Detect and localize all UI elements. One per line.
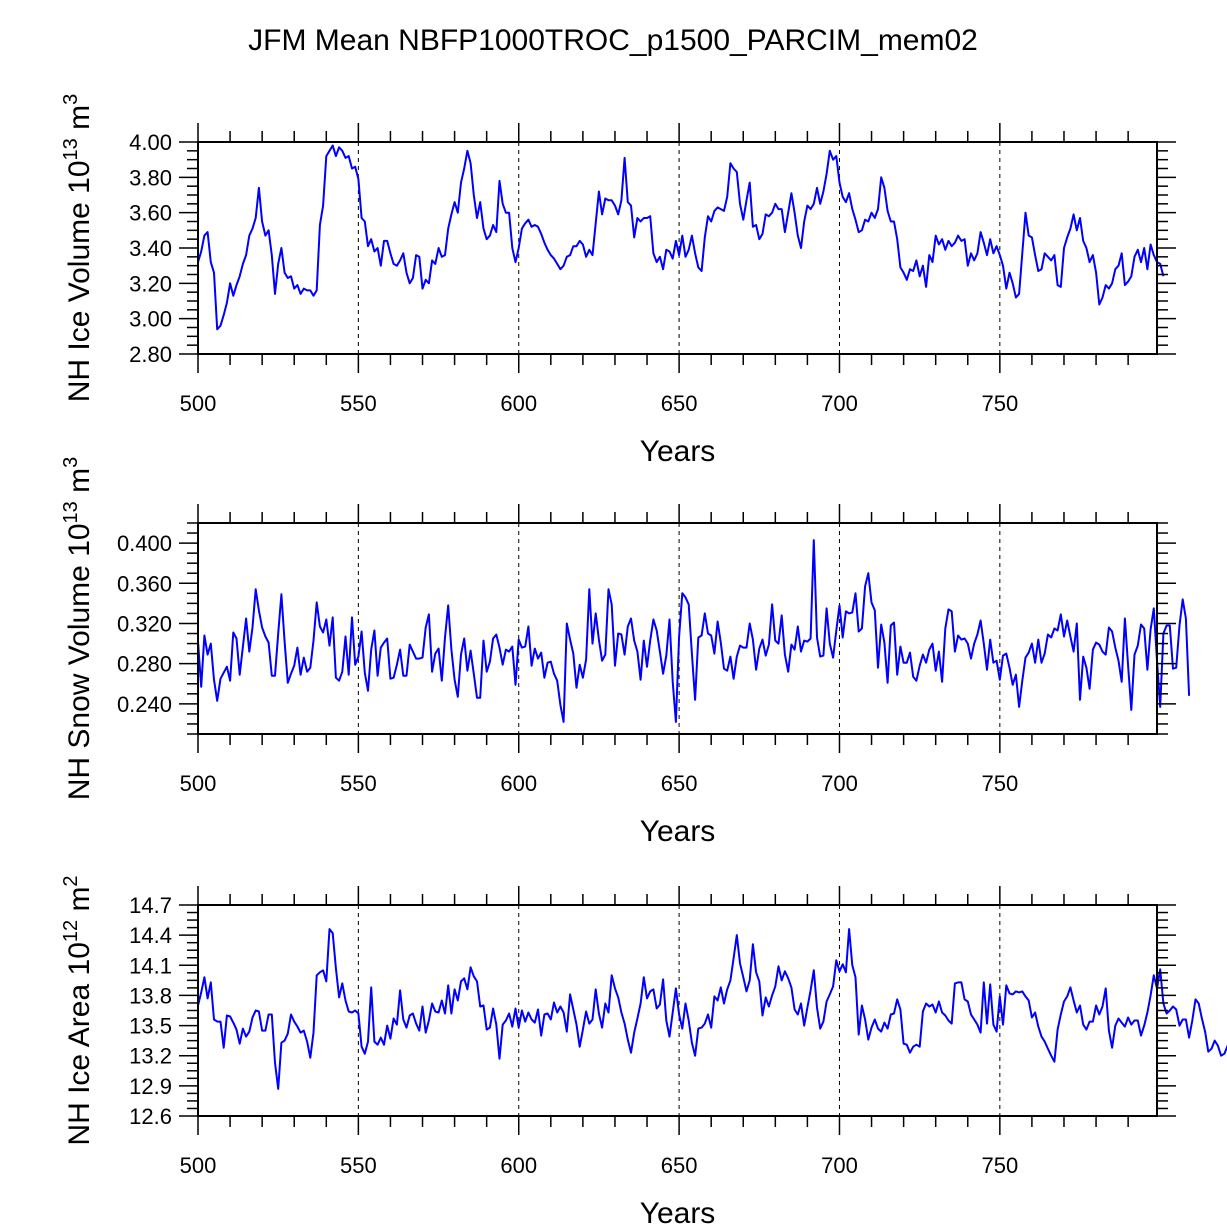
x-tick-label: 700 [821,391,858,416]
series-line-ice-volume [197,144,1165,331]
y-tick-label: 3.00 [129,307,172,332]
x-tick-label: 700 [821,1153,858,1178]
figure-title: JFM Mean NBFP1000TROC_p1500_PARCIM_mem02 [248,24,978,57]
y-tick-label: 0.400 [117,531,172,556]
panels: 500 550 600 650 700 750 2.80 3.00 3.20 3.40 3.60 3.… [60,94,1227,1229]
x-tick-label: 500 [180,1153,217,1178]
y-tick-label: 3.80 [129,165,172,190]
x-tick-label: 700 [821,771,858,796]
y-tick-label: 12.9 [129,1074,172,1099]
y-tick-label: 14.1 [129,953,172,978]
y-tick-label: 0.280 [117,652,172,677]
x-tick-label: 650 [661,771,698,796]
y-tick-label: 3.60 [129,201,172,226]
y-axis-label: NH Ice Area 1012 m2 [60,875,96,1145]
y-tick-label: 12.6 [129,1104,172,1129]
y-axis-label: NH Snow Volume 1013 m3 [60,457,96,801]
x-tick-label: 750 [981,391,1018,416]
y-tick-label: 14.4 [129,923,172,948]
y-axis-label: NH Ice Volume 1013 m3 [60,94,96,403]
y-tick-label: 4.00 [129,130,172,155]
y-tick-label: 13.5 [129,1014,172,1039]
y-tick-label: 13.8 [129,983,172,1008]
y-tick-label: 3.40 [129,236,172,261]
x-tick-label: 600 [500,391,537,416]
series-line-snow-volume [197,539,1191,723]
x-tick-label: 650 [661,391,698,416]
y-tick-label: 14.7 [129,893,172,918]
series-line-ice-area [197,928,1227,1090]
chart-panel-ice-volume: 500 550 600 650 700 750 2.80 3.00 3.20 3.40 3.60 3.… [60,94,1176,468]
y-tick-label: 0.360 [117,571,172,596]
x-tick-label: 750 [981,1153,1018,1178]
x-axis-label: Years [640,435,716,468]
y-tick-label: 2.80 [129,342,172,367]
x-tick-label: 600 [500,1153,537,1178]
x-tick-label: 550 [340,771,377,796]
x-tick-label: 500 [180,771,217,796]
x-axis-label: Years [640,1197,716,1229]
y-tick-label: 13.2 [129,1044,172,1069]
y-tick-label: 3.20 [129,271,172,296]
x-tick-label: 600 [500,771,537,796]
y-tick-label: 0.320 [117,611,172,636]
plot-frame [197,522,1158,735]
x-tick-label: 550 [340,1153,377,1178]
x-tick-label: 550 [340,391,377,416]
x-tick-label: 650 [661,1153,698,1178]
chart-panel-snow-volume: 500 550 600 650 700 750 0.240 0.280 0.320 0.360 0.… [60,457,1191,848]
chart-panel-ice-area: 500 550 600 650 700 750 12.6 12.9 13.2 13.5 13.8 14… [60,875,1227,1229]
x-tick-label: 500 [180,391,217,416]
x-axis-label: Years [640,815,716,848]
x-tick-label: 750 [981,771,1018,796]
y-tick-label: 0.240 [117,692,172,717]
